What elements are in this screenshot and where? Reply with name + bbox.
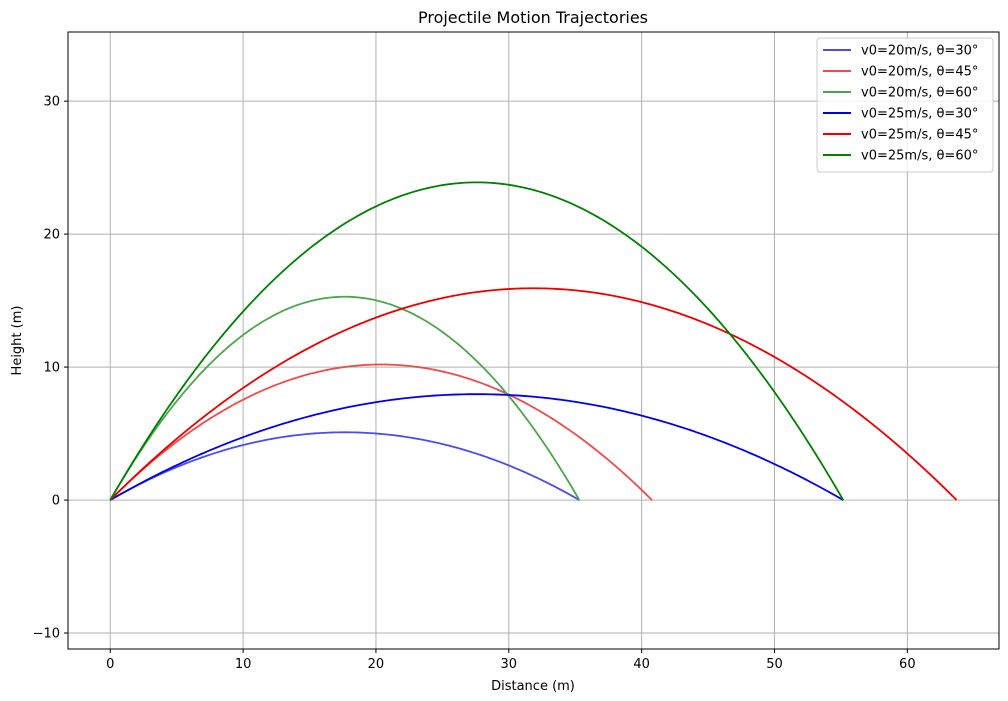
- x-tick-label: 40: [633, 657, 650, 672]
- legend: v0=20m/s, θ=30° v0=20m/s, θ=45° v0=20m/s, …: [816, 37, 994, 173]
- y-tick-label: 10: [43, 361, 60, 376]
- legend-label-4: v0=25m/s, θ=30°: [861, 107, 978, 122]
- legend-label-6: v0=25m/s, θ=60°: [861, 149, 978, 164]
- x-tick-label: 30: [501, 657, 518, 672]
- y-axis-ticks: −10 0 10 20 30: [33, 95, 68, 642]
- y-tick-label: 30: [43, 95, 60, 110]
- x-tick-label: 20: [368, 657, 385, 672]
- legend-label-2: v0=20m/s, θ=45°: [861, 65, 978, 80]
- x-axis-label: Distance (m): [491, 679, 575, 694]
- chart-title: Projectile Motion Trajectories: [418, 8, 648, 27]
- series-line-5: [109, 287, 958, 501]
- x-tick-label: 50: [766, 657, 783, 672]
- series-line-4: [109, 393, 844, 501]
- legend-label-3: v0=20m/s, θ=60°: [861, 86, 978, 101]
- legend-box: [816, 37, 994, 173]
- grid: [68, 32, 999, 649]
- y-axis-label: Height (m): [10, 306, 25, 376]
- legend-label-1: v0=20m/s, θ=30°: [861, 44, 978, 59]
- y-tick-label: 20: [43, 228, 60, 243]
- x-tick-label: 60: [899, 657, 916, 672]
- y-tick-label: 0: [52, 494, 60, 509]
- series-line-2: [109, 363, 653, 501]
- x-axis-ticks: 0 10 20 30 40 50 60: [106, 649, 916, 672]
- series-line-1: [109, 431, 580, 501]
- x-tick-label: 10: [235, 657, 252, 672]
- legend-label-5: v0=25m/s, θ=45°: [861, 128, 978, 143]
- plot-frame: [67, 31, 1000, 650]
- y-tick-label: −10: [33, 627, 60, 642]
- x-tick-label: 0: [106, 657, 114, 672]
- series-lines: [109, 181, 958, 501]
- series-line-6: [109, 181, 845, 501]
- series-line-3: [109, 295, 581, 501]
